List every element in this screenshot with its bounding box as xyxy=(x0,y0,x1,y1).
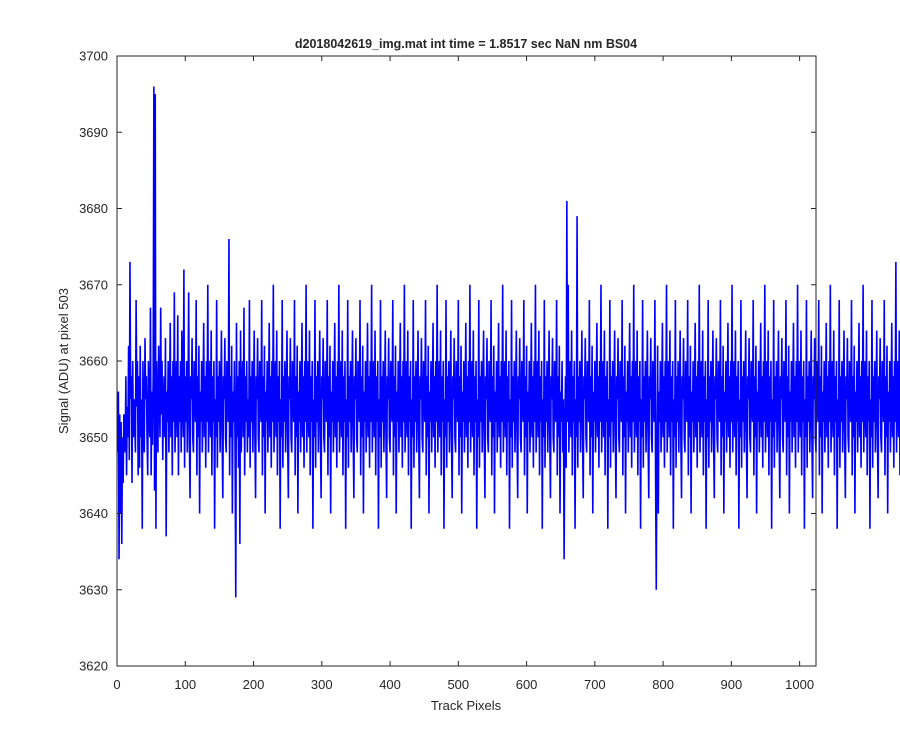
x-tick-label: 300 xyxy=(311,677,333,692)
y-tick-label: 3620 xyxy=(79,659,108,674)
y-axis-ticks: 3620 3630 3640 3650 3660 3670 3680 3690 3700 xyxy=(79,49,816,674)
x-tick-label: 700 xyxy=(584,677,606,692)
y-tick-label: 3660 xyxy=(79,354,108,369)
y-tick-label: 3680 xyxy=(79,201,108,216)
y-tick-label: 3700 xyxy=(79,49,108,64)
x-axis-label: Track Pixels xyxy=(431,698,502,713)
x-tick-label: 200 xyxy=(243,677,265,692)
x-tick-label: 500 xyxy=(447,677,469,692)
x-tick-label: 100 xyxy=(174,677,196,692)
series-line-0 xyxy=(116,86,900,598)
chart-title: d2018042619_img.mat int time = 1.8517 se… xyxy=(295,37,637,51)
y-tick-label: 3650 xyxy=(79,430,108,445)
x-axis-ticks: 0 100 200 300 400 500 600 700 800 900 1000 xyxy=(113,56,814,692)
y-tick-label: 3630 xyxy=(79,582,108,597)
x-tick-label: 1000 xyxy=(785,677,814,692)
series-layer xyxy=(116,86,900,598)
x-tick-label: 800 xyxy=(652,677,674,692)
y-axis-label: Signal (ADU) at pixel 503 xyxy=(56,288,71,434)
x-tick-label: 400 xyxy=(379,677,401,692)
x-tick-label: 900 xyxy=(721,677,743,692)
x-tick-label: 600 xyxy=(516,677,538,692)
y-tick-label: 3640 xyxy=(79,506,108,521)
x-tick-label: 0 xyxy=(113,677,120,692)
y-tick-label: 3690 xyxy=(79,125,108,140)
y-tick-label: 3670 xyxy=(79,277,108,292)
